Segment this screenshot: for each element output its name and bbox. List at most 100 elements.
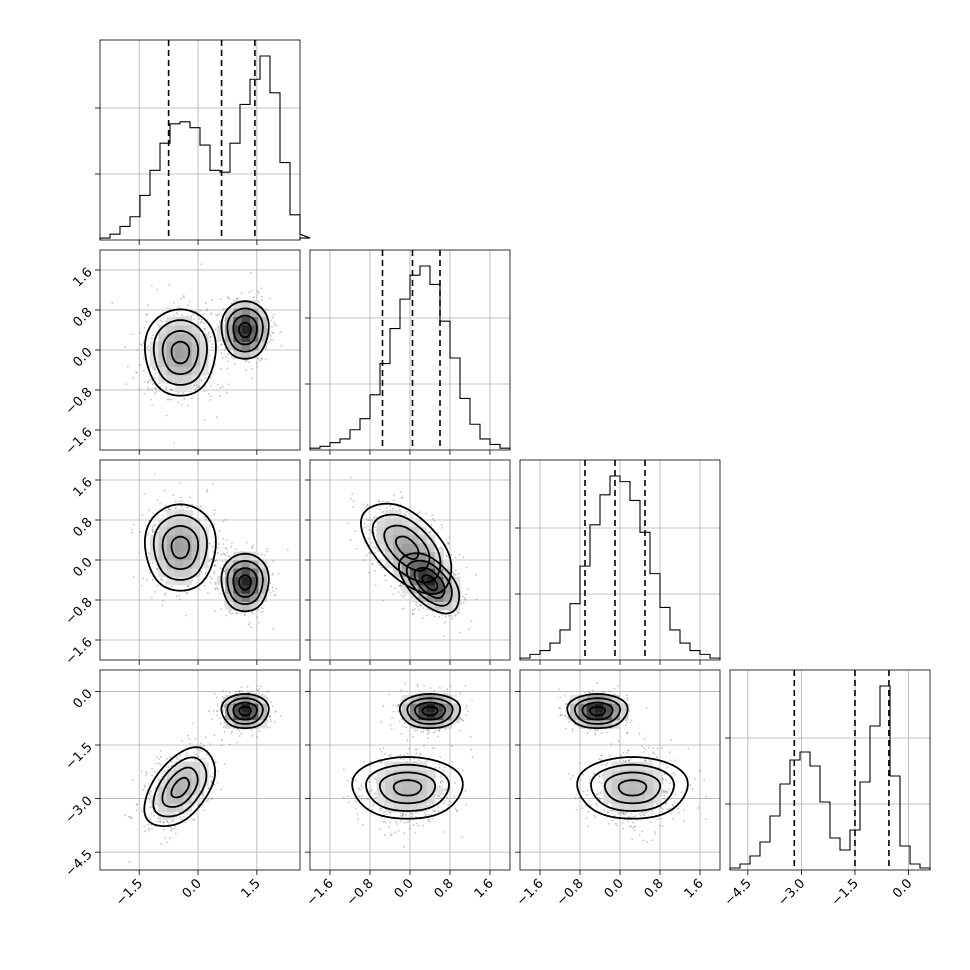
scatter-point [214, 581, 217, 584]
density-cell [258, 593, 267, 602]
scatter-point [203, 419, 206, 421]
scatter-point [156, 499, 159, 502]
scatter-point [422, 607, 425, 609]
panel-frame [729, 669, 931, 871]
density-cell [393, 560, 402, 569]
scatter-point [152, 524, 155, 527]
density-cell [435, 585, 444, 594]
scatter-point [220, 744, 223, 747]
density-cell [175, 383, 184, 392]
scatter-point [465, 566, 468, 569]
scatter-point [207, 787, 210, 790]
scatter-point [218, 395, 221, 398]
density-cell [401, 576, 411, 586]
scatter-point [200, 318, 203, 321]
scatter-point [219, 567, 222, 569]
scatter-point [138, 331, 141, 334]
scatter-point [211, 577, 213, 580]
density-cell [166, 526, 176, 536]
scatter-point [168, 398, 171, 401]
density-cell [258, 560, 267, 569]
scatter-point [139, 531, 141, 533]
density-cell [183, 568, 192, 577]
density-cell [418, 543, 427, 552]
scatter-point [219, 344, 222, 347]
scatter-point [155, 803, 158, 806]
scatter-point [146, 314, 148, 316]
scatter-point [200, 758, 203, 760]
scatter-point [223, 763, 226, 766]
scatter-point [227, 296, 230, 299]
scatter-point [228, 298, 231, 300]
scatter-point [411, 516, 414, 519]
scatter-point [151, 528, 154, 531]
scatter-point [224, 518, 227, 521]
scatter-point [371, 519, 374, 522]
scatter-point [175, 507, 177, 510]
scatter-point [140, 584, 143, 587]
scatter-point [232, 612, 235, 615]
scatter-point [381, 500, 384, 503]
scatter-point [220, 352, 223, 355]
scatter-point [173, 827, 176, 830]
scatter-point [373, 516, 376, 519]
scatter-point [151, 367, 154, 369]
density-cell [166, 375, 176, 384]
density-cell [183, 576, 192, 586]
density-cell [158, 526, 167, 536]
scatter-point [132, 376, 135, 379]
scatter-point [209, 335, 212, 338]
scatter-point [178, 500, 181, 503]
density-cell [241, 551, 251, 561]
contour-line [405, 559, 453, 607]
scatter-point [222, 709, 225, 712]
scatter-point [150, 596, 153, 599]
density-cell [426, 551, 436, 561]
scatter-point [154, 387, 157, 390]
scatter-point [151, 578, 154, 581]
density-cell [175, 543, 184, 552]
scatter-point [378, 500, 381, 503]
scatter-point [259, 685, 262, 688]
scatter-point [248, 291, 251, 294]
scatter-point [172, 819, 175, 822]
scatter-point [475, 598, 478, 601]
scatter-point [415, 603, 418, 606]
density-cell [401, 526, 411, 536]
scatter-point [440, 523, 443, 526]
scatter-point [170, 398, 173, 401]
scatter-point [180, 297, 182, 300]
scatter-point [363, 559, 365, 561]
scatter-point [226, 367, 229, 370]
panel-frame [519, 459, 721, 661]
density-cell [418, 560, 427, 569]
density-cell [233, 568, 242, 577]
scatter-point [143, 381, 146, 384]
scatter-point [350, 476, 353, 479]
density-panel-0-3 [95, 669, 301, 875]
scatter-point [218, 313, 221, 316]
scatter-point [211, 797, 214, 800]
scatter-point [204, 327, 206, 330]
scatter-point [364, 507, 367, 509]
scatter-point [219, 367, 222, 370]
scatter-point [404, 514, 407, 517]
scatter-point [272, 314, 275, 316]
scatter-point [188, 301, 191, 303]
scatter-point [218, 320, 221, 323]
scatter-point [181, 508, 184, 511]
scatter-point [205, 309, 208, 312]
scatter-point [147, 509, 150, 512]
scatter-point [181, 818, 183, 821]
scatter-point [475, 573, 477, 576]
scatter-point [154, 376, 156, 379]
scatter-point [418, 511, 421, 513]
scatter-point [200, 380, 203, 382]
density-cell [166, 510, 176, 519]
scatter-point [386, 500, 389, 503]
contour-line [143, 503, 217, 592]
scatter-point [399, 585, 402, 588]
scatter-point [365, 517, 368, 520]
scatter-point [454, 614, 457, 617]
scatter-point [227, 555, 230, 557]
